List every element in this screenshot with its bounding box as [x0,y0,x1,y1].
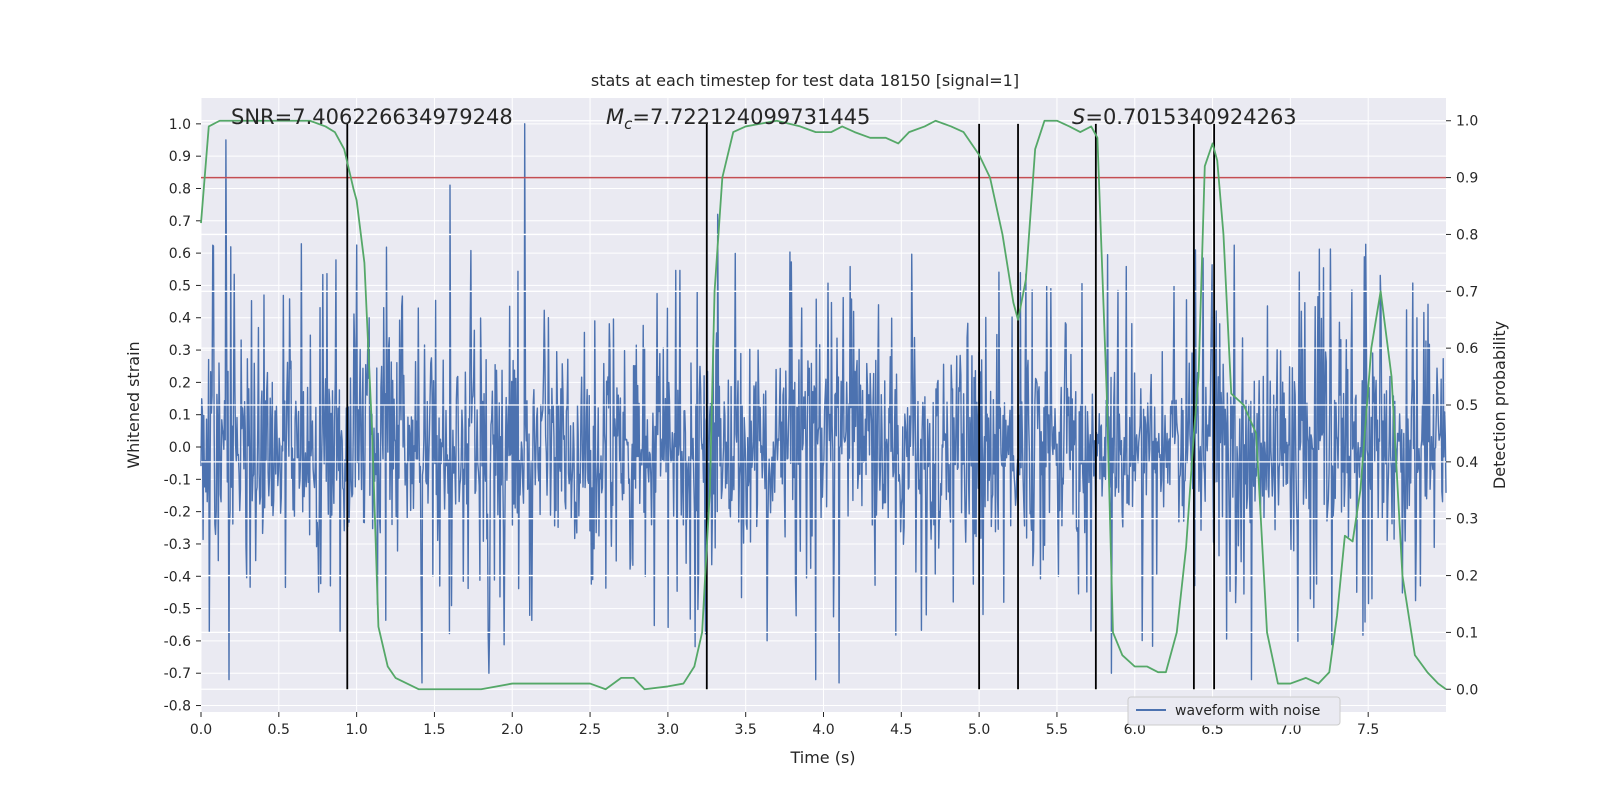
x-tick-label: 6.5 [1201,722,1223,738]
x-tick-label: 7.5 [1357,722,1379,738]
waveform-series [200,123,1447,684]
y-left-tick-label: -0.5 [164,602,191,618]
snr-annotation: SNR=7.406226634979248 [231,105,513,129]
y-left-tick-label: 0.6 [169,246,191,262]
s-annotation: S=0.7015340924263 [1072,105,1297,129]
legend: waveform with noise [1127,696,1341,726]
x-axis-label: Time (s) [789,748,855,767]
y-left-tick-label: -0.8 [164,699,191,715]
y-right-tick-label: 0.9 [1456,171,1478,187]
legend-entry: waveform with noise [1175,703,1320,719]
y-left-tick-label: -0.7 [164,666,191,682]
y-left-tick-label: 0.9 [169,149,191,165]
x-tick-label: 1.5 [423,722,445,738]
x-tick-label: 4.5 [890,722,912,738]
x-tick-label: 6.0 [1124,722,1146,738]
y-axis-label-left: Whitened strain [124,341,143,468]
chart-title: stats at each timestep for test data 181… [591,71,1019,90]
legend-box [1127,696,1341,726]
y-left-tick-label: 0.7 [169,214,191,230]
chirp-mass-symbol: M [606,105,624,129]
chirp-mass-subscript: c [624,115,633,133]
y-left-tick-label: 0.2 [169,375,191,391]
detection-probability-line [200,119,1447,691]
x-tick-label: 3.0 [657,722,679,738]
y-right-tick-label: 0.2 [1456,569,1478,585]
y-left-tick-label: -0.1 [164,472,191,488]
y-left-tick-label: -0.2 [164,505,191,521]
y-right-tick-label: 0.3 [1456,512,1478,528]
x-tick-label: 5.0 [968,722,990,738]
y-axis-label-right: Detection probability [1490,321,1509,489]
y-right-tick-label: 0.8 [1456,227,1478,243]
y-left-tick-label: -0.6 [164,634,191,650]
x-tick-label: 0.5 [268,722,290,738]
chirp-mass-value: =7.722124099731445 [632,105,870,129]
y-left-tick-label: 0.3 [169,343,191,359]
x-tick-label: 1.0 [345,722,367,738]
chirp-mass-annotation: Mc=7.722124099731445 [606,105,870,133]
waveform-line [200,123,1447,684]
x-tick-label: 2.0 [501,722,523,738]
y-left-tick-label: 0.4 [169,311,191,327]
y-left-tick-label: 0.0 [169,440,191,456]
y-right-tick-label: 0.6 [1456,341,1478,357]
y-right-tick-label: 1.0 [1456,114,1478,130]
x-tick-label: 7.0 [1279,722,1301,738]
s-symbol: S [1072,105,1085,129]
y-right-tick-label: 0.4 [1456,455,1478,471]
y-left-tick-label: 0.8 [169,181,191,197]
x-tick-label: 5.5 [1046,722,1068,738]
detection-probability-series [200,119,1447,691]
y-left-tick-label: 1.0 [169,117,191,133]
y-left-tick-label: 0.1 [169,408,191,424]
y-left-tick-label: -0.3 [164,537,191,553]
y-left-tick-label: -0.4 [164,569,191,585]
y-right-tick-label: 0.7 [1456,284,1478,300]
x-tick-label: 4.0 [812,722,834,738]
x-tick-label: 2.5 [579,722,601,738]
x-tick-label: 3.5 [735,722,757,738]
y-left-tick-label: 0.5 [169,278,191,294]
s-value: =0.7015340924263 [1085,105,1296,129]
vertical-markers [346,123,1216,690]
y-right-tick-label: 0.5 [1456,398,1478,414]
x-tick-label: 0.0 [190,722,212,738]
y-right-tick-label: 0.1 [1456,625,1478,641]
y-right-tick-label: 0.0 [1456,682,1478,698]
